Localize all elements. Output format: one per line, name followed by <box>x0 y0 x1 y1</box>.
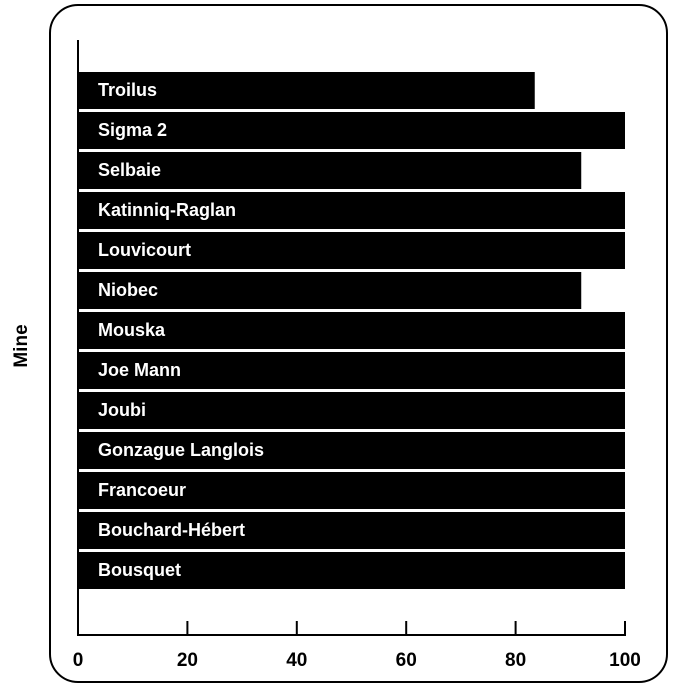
x-tick-label: 60 <box>396 650 417 671</box>
bar <box>78 232 625 269</box>
x-tick-label: 0 <box>73 650 84 671</box>
bar-label: Gonzague Langlois <box>98 440 264 460</box>
bar <box>78 192 625 229</box>
y-axis-label: Mine <box>11 324 32 367</box>
bar-label: Bousquet <box>98 560 181 580</box>
bar-label: Sigma 2 <box>98 120 167 140</box>
x-tick-label: 100 <box>609 650 641 671</box>
bar <box>78 352 625 389</box>
bar <box>78 112 625 149</box>
bar <box>78 312 625 349</box>
bar <box>78 392 625 429</box>
bar-label: Mouska <box>98 320 166 340</box>
bar-label: Niobec <box>98 280 158 300</box>
frame <box>49 4 668 683</box>
bar <box>78 472 625 509</box>
bar <box>78 72 535 109</box>
bar <box>78 272 582 309</box>
bar <box>78 552 625 589</box>
bar-label: Joe Mann <box>98 360 181 380</box>
bar-label: Louvicourt <box>98 240 191 260</box>
bar <box>78 512 625 549</box>
bar-label: Francoeur <box>98 480 186 500</box>
bar-label: Troilus <box>98 80 157 100</box>
bar-label: Katinniq-Raglan <box>98 200 236 220</box>
bar-label: Bouchard-Hébert <box>98 520 245 540</box>
x-tick-label: 20 <box>177 650 198 671</box>
bar-label: Selbaie <box>98 160 161 180</box>
bar <box>78 152 582 189</box>
x-tick-label: 80 <box>505 650 526 671</box>
x-tick-label: 40 <box>286 650 307 671</box>
bar-label: Joubi <box>98 400 146 420</box>
bar <box>78 432 625 469</box>
